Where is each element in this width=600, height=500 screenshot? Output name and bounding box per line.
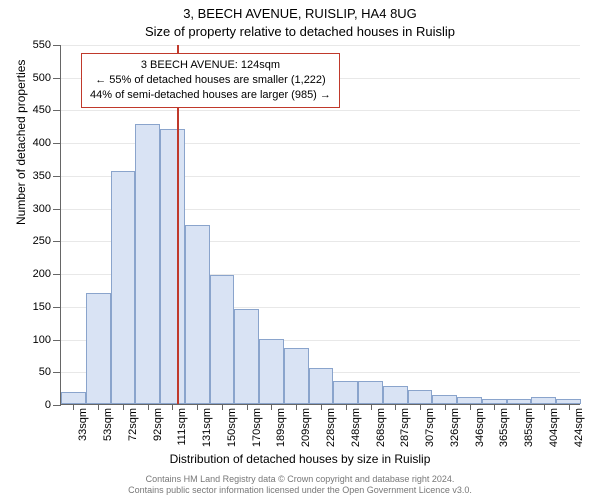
y-tick <box>53 143 61 144</box>
x-tick <box>197 404 198 410</box>
y-tick <box>53 372 61 373</box>
histogram-bar <box>432 395 457 404</box>
x-tick <box>569 404 570 410</box>
grid-line <box>61 110 580 111</box>
chart-title-sub: Size of property relative to detached ho… <box>0 24 600 39</box>
y-tick-label: 50 <box>39 366 51 378</box>
x-tick <box>148 404 149 410</box>
chart-footer: Contains HM Land Registry data © Crown c… <box>0 474 600 497</box>
histogram-bar <box>234 309 259 404</box>
x-tick-label: 346sqm <box>474 408 486 447</box>
histogram-bar <box>185 225 210 404</box>
x-tick-label: 72sqm <box>127 408 139 441</box>
y-tick-label: 250 <box>33 235 51 247</box>
x-tick-label: 424sqm <box>573 408 585 447</box>
callout-line: ← 55% of detached houses are smaller (1,… <box>90 73 331 88</box>
histogram-bar <box>408 390 433 404</box>
y-tick <box>53 340 61 341</box>
x-tick <box>247 404 248 410</box>
x-tick <box>420 404 421 410</box>
x-tick-label: 404sqm <box>548 408 560 447</box>
histogram-bar <box>210 275 235 404</box>
x-tick-label: 33sqm <box>77 408 89 441</box>
x-tick-label: 385sqm <box>523 408 535 447</box>
footer-line-1: Contains HM Land Registry data © Crown c… <box>146 474 455 484</box>
x-tick-label: 92sqm <box>152 408 164 441</box>
x-tick <box>494 404 495 410</box>
chart-plot-area: 05010015020025030035040045050055033sqm53… <box>60 45 580 405</box>
x-tick <box>544 404 545 410</box>
histogram-bar <box>86 293 111 404</box>
y-tick <box>53 176 61 177</box>
x-axis-title: Distribution of detached houses by size … <box>0 452 600 466</box>
footer-line-2: Contains public sector information licen… <box>128 485 472 495</box>
y-tick-label: 0 <box>45 399 51 411</box>
y-tick-label: 350 <box>33 170 51 182</box>
grid-line <box>61 45 580 46</box>
y-axis-title: Number of detached properties <box>14 60 28 225</box>
x-tick-label: 268sqm <box>375 408 387 447</box>
chart-title-main: 3, BEECH AVENUE, RUISLIP, HA4 8UG <box>0 6 600 21</box>
histogram-bar <box>61 392 86 404</box>
callout-line: 44% of semi-detached houses are larger (… <box>90 88 331 103</box>
y-tick <box>53 274 61 275</box>
marker-callout: 3 BEECH AVENUE: 124sqm← 55% of detached … <box>81 53 340 108</box>
histogram-bar <box>333 381 358 404</box>
x-tick <box>470 404 471 410</box>
histogram-bar <box>309 368 334 404</box>
y-tick <box>53 78 61 79</box>
y-tick-label: 400 <box>33 137 51 149</box>
y-tick <box>53 307 61 308</box>
histogram-bar <box>135 124 160 404</box>
x-tick-label: 150sqm <box>226 408 238 447</box>
y-tick <box>53 209 61 210</box>
x-tick-label: 53sqm <box>102 408 114 441</box>
y-tick <box>53 110 61 111</box>
y-tick-label: 450 <box>33 104 51 116</box>
callout-line: 3 BEECH AVENUE: 124sqm <box>90 58 331 73</box>
x-tick-label: 131sqm <box>201 408 213 447</box>
x-tick-label: 170sqm <box>251 408 263 447</box>
x-tick-label: 248sqm <box>350 408 362 447</box>
y-tick-label: 200 <box>33 268 51 280</box>
y-tick <box>53 405 61 406</box>
x-tick-label: 326sqm <box>449 408 461 447</box>
x-tick-label: 287sqm <box>399 408 411 447</box>
x-tick <box>371 404 372 410</box>
y-tick-label: 300 <box>33 203 51 215</box>
histogram-bar <box>111 171 136 404</box>
x-tick <box>172 404 173 410</box>
x-tick <box>271 404 272 410</box>
x-tick <box>519 404 520 410</box>
x-tick-label: 365sqm <box>498 408 510 447</box>
x-tick <box>395 404 396 410</box>
x-tick <box>321 404 322 410</box>
x-tick <box>73 404 74 410</box>
y-tick <box>53 241 61 242</box>
histogram-bar <box>259 339 284 404</box>
x-tick <box>98 404 99 410</box>
histogram-bar <box>160 129 185 404</box>
y-tick-label: 550 <box>33 39 51 51</box>
y-tick-label: 150 <box>33 301 51 313</box>
x-tick-label: 307sqm <box>424 408 436 447</box>
x-tick <box>346 404 347 410</box>
x-tick-label: 189sqm <box>275 408 287 447</box>
histogram-bar <box>284 348 309 404</box>
x-tick-label: 209sqm <box>300 408 312 447</box>
x-tick-label: 228sqm <box>325 408 337 447</box>
x-tick <box>445 404 446 410</box>
x-tick <box>222 404 223 410</box>
y-tick-label: 500 <box>33 72 51 84</box>
x-tick <box>296 404 297 410</box>
x-tick-label: 111sqm <box>176 408 188 446</box>
y-tick <box>53 45 61 46</box>
y-tick-label: 100 <box>33 334 51 346</box>
histogram-bar <box>358 381 383 404</box>
histogram-bar <box>383 386 408 404</box>
x-tick <box>123 404 124 410</box>
